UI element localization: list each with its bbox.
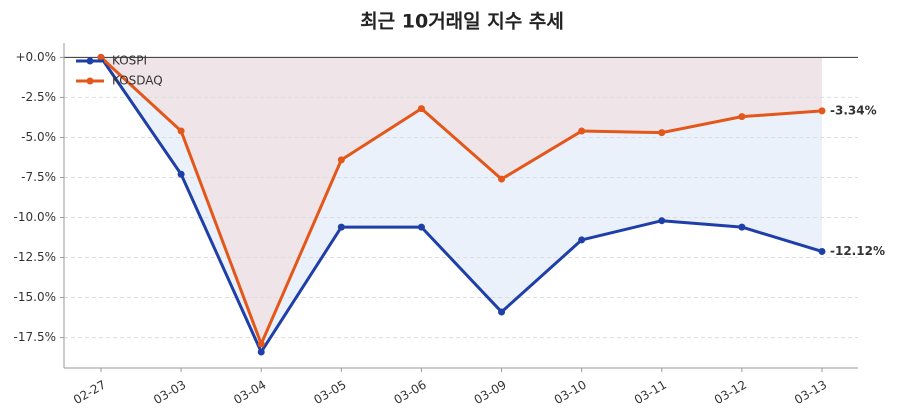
y-tick-label: -15.0% bbox=[14, 290, 56, 304]
point bbox=[417, 223, 425, 231]
point bbox=[177, 127, 185, 135]
x-tick-label: 03-06 bbox=[391, 378, 428, 408]
legend-label: KOSDAQ bbox=[112, 74, 163, 88]
x-tick-label: 02-27 bbox=[71, 378, 108, 408]
point bbox=[738, 113, 746, 121]
point bbox=[257, 340, 265, 348]
y-tick-label: -17.5% bbox=[14, 330, 56, 344]
point bbox=[498, 175, 506, 183]
y-tick-label: +0.0% bbox=[15, 50, 56, 64]
point bbox=[498, 308, 506, 316]
point bbox=[738, 223, 746, 231]
x-tick-label: 03-03 bbox=[151, 378, 188, 408]
x-tick-label: 03-05 bbox=[311, 378, 348, 408]
point bbox=[658, 217, 666, 225]
chart-title: 최근 10거래일 지수 추세 bbox=[360, 11, 564, 33]
point bbox=[97, 53, 105, 61]
x-tick-label: 03-13 bbox=[792, 378, 829, 408]
point bbox=[578, 127, 586, 135]
x-tick-label: 03-04 bbox=[231, 378, 268, 408]
y-tick-label: -7.5% bbox=[21, 170, 56, 184]
point bbox=[337, 223, 345, 231]
area bbox=[101, 57, 822, 344]
point bbox=[818, 247, 826, 255]
point bbox=[337, 156, 345, 164]
y-tick-label: -10.0% bbox=[14, 210, 56, 224]
value-label: -3.34% bbox=[830, 103, 877, 117]
line bbox=[99, 56, 823, 346]
y-tick-label: -2.5% bbox=[21, 90, 56, 104]
point bbox=[658, 129, 666, 137]
x-tick-label: 03-10 bbox=[552, 378, 589, 408]
legend-marker bbox=[86, 57, 94, 65]
point bbox=[818, 107, 826, 115]
x-tick-label: 03-11 bbox=[632, 378, 669, 408]
y-tick-label: -12.5% bbox=[14, 250, 56, 264]
point bbox=[417, 105, 425, 113]
value-label: -12.12% bbox=[830, 244, 885, 258]
point bbox=[257, 348, 265, 356]
point bbox=[578, 236, 586, 244]
line bbox=[99, 56, 823, 354]
point bbox=[177, 170, 185, 178]
x-tick-label: 03-09 bbox=[472, 378, 509, 408]
y-tick-label: -5.0% bbox=[21, 130, 56, 144]
x-tick-label: 03-12 bbox=[712, 378, 749, 408]
legend-label: KOSPI bbox=[112, 54, 147, 68]
legend-marker bbox=[86, 77, 94, 85]
